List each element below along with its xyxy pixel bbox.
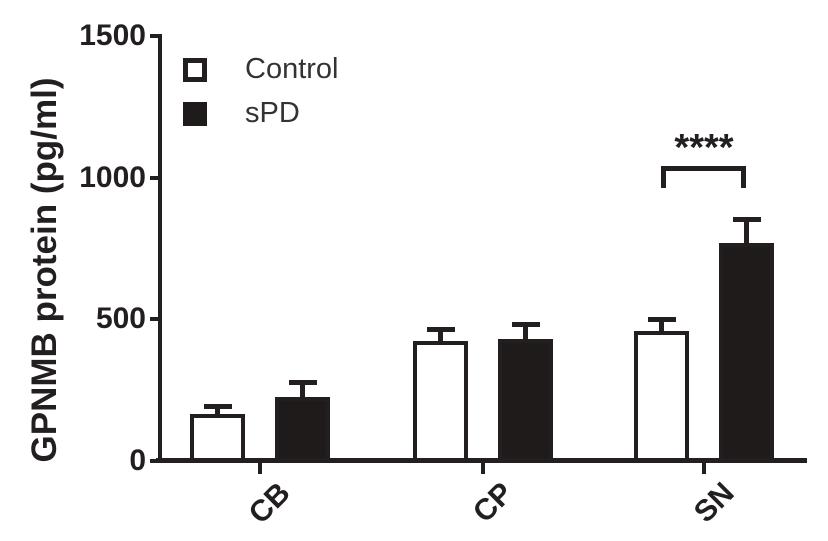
error-cap-control-cb <box>203 403 232 409</box>
x-tick-label-cp: CP <box>466 476 520 530</box>
bar-control-cp <box>413 340 468 463</box>
error-stem-control-cb <box>215 405 220 419</box>
error-cap-spd-cb <box>288 379 317 385</box>
y-axis-line <box>158 36 162 463</box>
x-tick-cp <box>481 463 485 474</box>
error-cap-spd-cp <box>511 321 540 327</box>
y-tick-label-1000: 1000 <box>79 160 146 194</box>
filled-square-swatch-icon <box>183 101 207 126</box>
significance-bracket <box>661 166 746 171</box>
significance-bracket-left-end <box>661 166 666 188</box>
significance-bracket-right-end <box>741 166 746 188</box>
y-tick-500 <box>150 317 162 322</box>
bar-control-cb <box>190 414 245 463</box>
y-tick-label-0: 0 <box>129 444 146 477</box>
significance-stars: **** <box>674 127 734 169</box>
y-tick-label-1500: 1500 <box>79 19 146 52</box>
error-cap-spd-sn <box>732 216 761 222</box>
bar-spd-cp <box>498 339 553 463</box>
y-tick-0 <box>150 459 162 463</box>
x-tick-sn <box>702 463 706 474</box>
legend: Control sPD <box>183 53 339 130</box>
bar-spd-cb <box>275 397 330 463</box>
error-stem-spd-sn <box>744 218 749 247</box>
x-tick-label-cb: CB <box>242 476 297 531</box>
error-cap-control-sn <box>647 317 676 323</box>
error-stem-control-sn <box>659 319 664 335</box>
open-square-swatch-icon <box>183 57 207 82</box>
x-tick-cb <box>258 463 262 474</box>
legend-item-control: Control <box>183 53 339 86</box>
bar-spd-sn <box>719 242 774 463</box>
y-tick-1000 <box>150 175 162 180</box>
bar-control-sn <box>634 330 689 463</box>
legend-label-control: Control <box>245 53 339 85</box>
x-tick-label-sn: SN <box>687 476 741 530</box>
legend-item-spd: sPD <box>183 97 339 130</box>
legend-label-spd: sPD <box>245 97 300 129</box>
y-tick-1500 <box>150 34 162 38</box>
error-stem-spd-cb <box>300 381 305 402</box>
x-axis-line <box>156 458 807 463</box>
error-stem-spd-cp <box>523 323 528 344</box>
error-stem-control-cp <box>438 329 443 345</box>
error-cap-control-cp <box>426 327 455 333</box>
y-tick-label-500: 500 <box>95 302 146 336</box>
